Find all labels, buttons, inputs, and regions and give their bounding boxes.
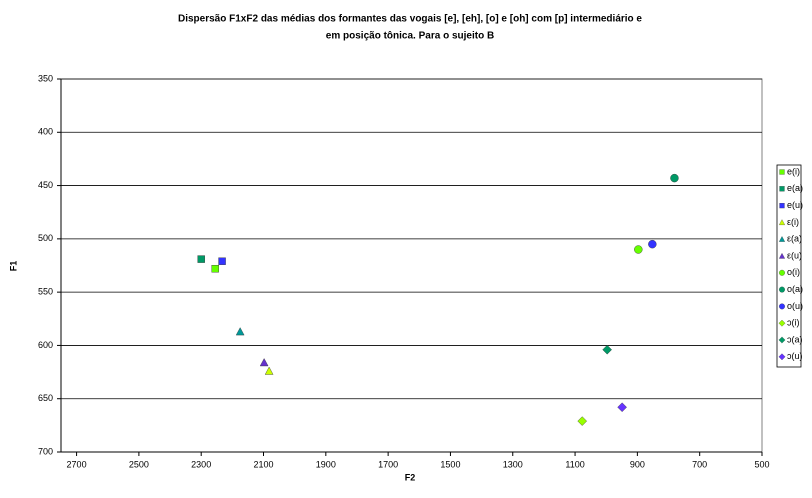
legend-label: o(u) xyxy=(787,301,803,311)
legend-marker xyxy=(778,336,786,344)
legend-label: ɔ(i) xyxy=(787,318,800,328)
point xyxy=(259,358,269,367)
chart-title: Dispersão F1xF2 das médias dos formantes… xyxy=(178,14,642,25)
x-tick-label: 1300 xyxy=(503,459,523,469)
legend-marker xyxy=(779,169,785,175)
legend-marker xyxy=(779,269,785,276)
x-tick-label: 2700 xyxy=(67,459,87,469)
x-tick-label: 1700 xyxy=(378,459,398,469)
x-tick-label: 500 xyxy=(754,459,769,469)
point xyxy=(197,255,205,263)
x-axis-title: F2 xyxy=(405,472,416,482)
legend-marker xyxy=(778,219,786,225)
x-tick-label: 1500 xyxy=(440,459,460,469)
x-tick-label: 2100 xyxy=(253,459,273,469)
legend-marker xyxy=(778,353,786,361)
point xyxy=(218,257,226,265)
x-tick-label: 1900 xyxy=(316,459,336,469)
point xyxy=(648,239,657,249)
legend-label: ε(i) xyxy=(787,217,799,227)
point xyxy=(602,344,612,355)
legend-label: e(a) xyxy=(787,183,803,193)
legend-marker xyxy=(779,203,785,209)
point xyxy=(617,402,627,413)
legend-label: e(u) xyxy=(787,200,803,210)
legend-label: o(i) xyxy=(787,267,800,277)
x-tick-label: 2500 xyxy=(129,459,149,469)
legend-label: ɔ(a) xyxy=(787,334,803,344)
legend-marker xyxy=(778,252,786,259)
x-tick-label: 2300 xyxy=(191,459,211,469)
x-tick-label: 700 xyxy=(692,459,707,469)
y-axis-title: F1 xyxy=(8,261,18,272)
point xyxy=(264,366,274,375)
plot-area xyxy=(60,78,763,453)
legend-marker xyxy=(779,286,785,293)
legend-marker xyxy=(778,319,786,327)
y-tick-label: 650 xyxy=(38,393,53,403)
legend-label: ε(a) xyxy=(787,234,802,244)
y-tick-label: 450 xyxy=(38,180,53,190)
legend-label: o(a) xyxy=(787,284,803,294)
legend-marker xyxy=(779,303,785,310)
point xyxy=(670,173,679,183)
y-tick-label: 500 xyxy=(38,233,53,243)
legend-label: ɔ(u) xyxy=(787,351,803,361)
legend-label: e(i) xyxy=(787,166,800,176)
y-tick-label: 400 xyxy=(38,127,53,137)
point xyxy=(211,264,219,273)
legend-box xyxy=(776,164,802,368)
y-tick-label: 600 xyxy=(38,340,53,350)
point xyxy=(235,327,245,336)
legend-marker xyxy=(778,236,786,242)
legend-label: ε(u) xyxy=(787,250,802,260)
y-tick-label: 550 xyxy=(38,287,53,297)
chart-title: em posição tônica. Para o sujeito B xyxy=(326,31,494,42)
x-tick-label: 1100 xyxy=(565,459,584,469)
y-tick-label: 350 xyxy=(38,73,53,83)
legend-marker xyxy=(779,186,785,192)
x-tick-label: 900 xyxy=(630,459,645,469)
point xyxy=(577,416,588,426)
point xyxy=(634,245,643,254)
y-tick-label: 700 xyxy=(38,446,53,456)
